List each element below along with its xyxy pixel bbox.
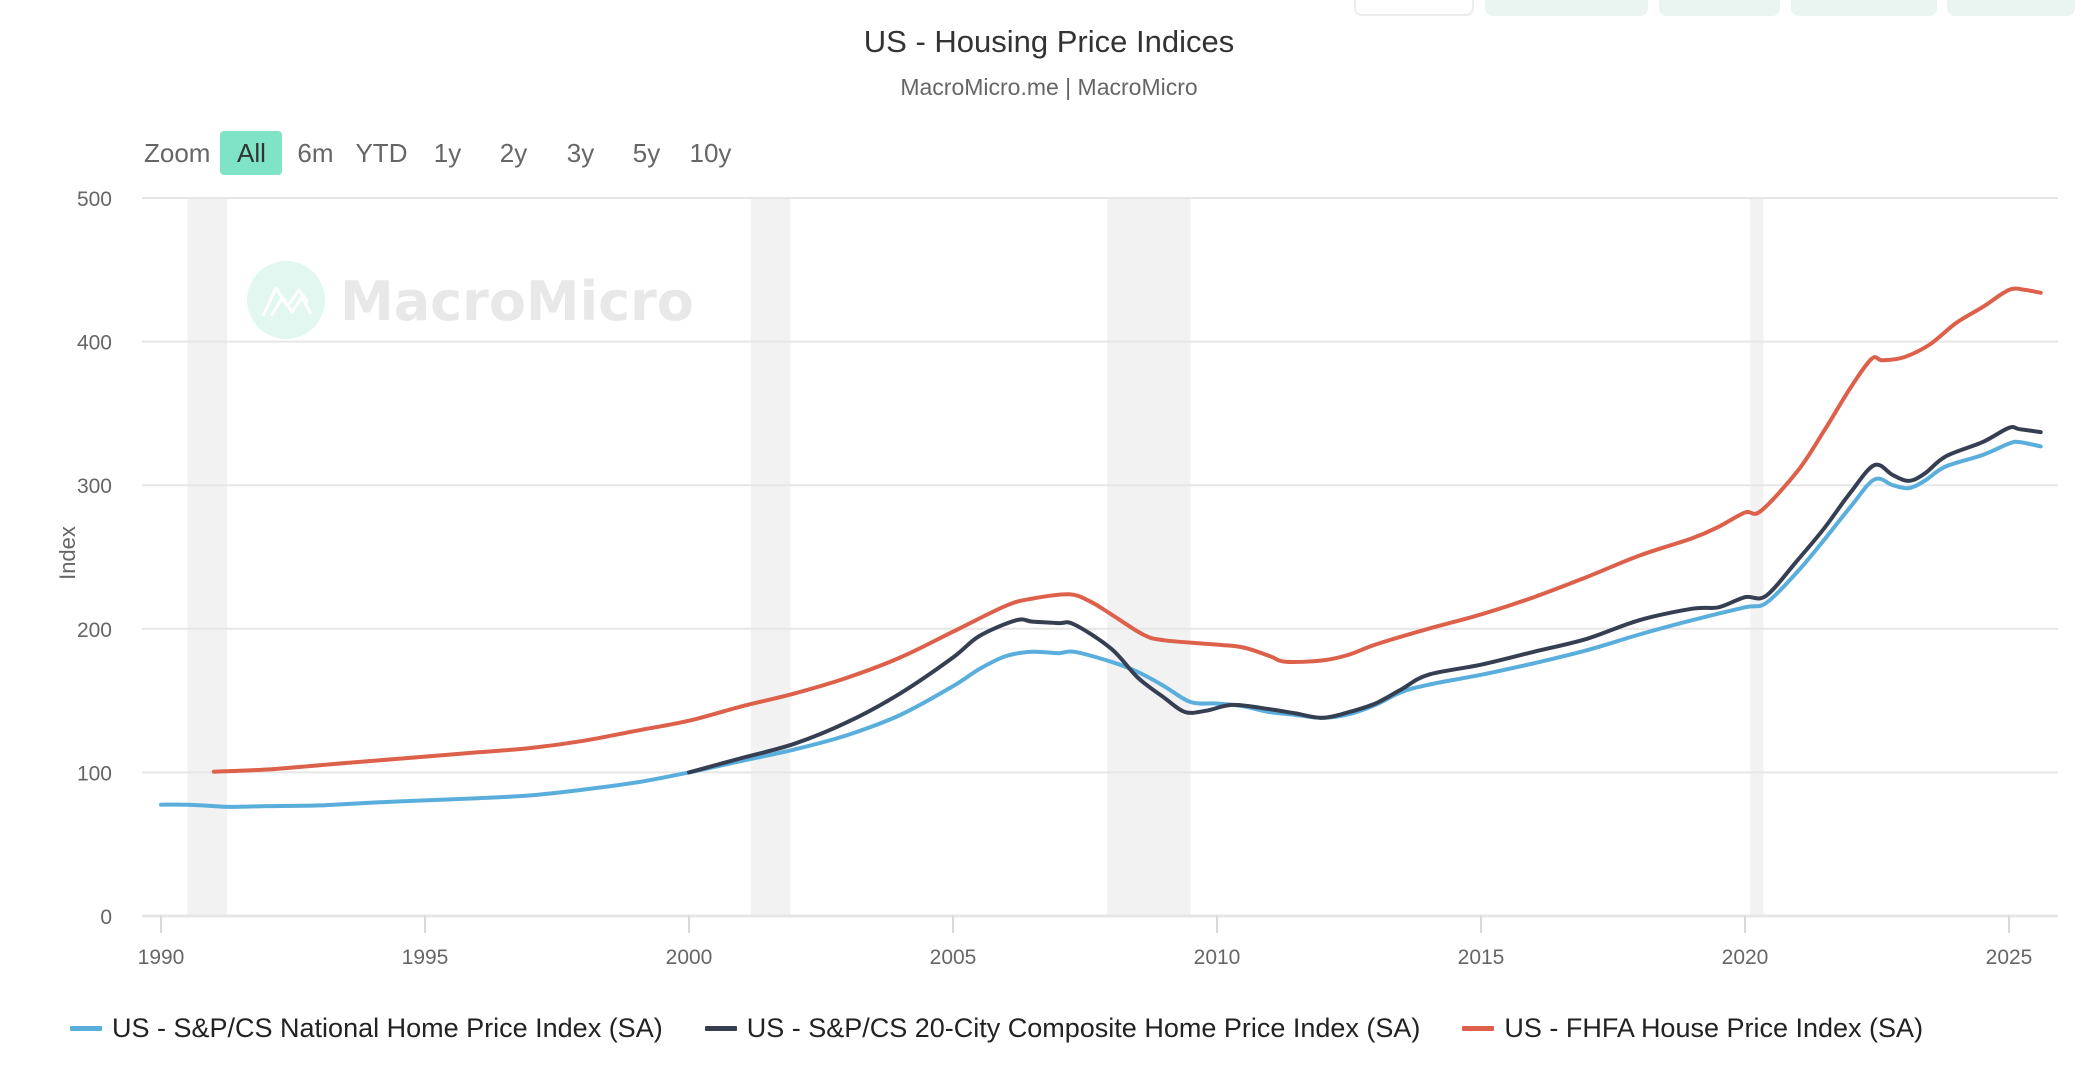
x-tick-label: 2015 bbox=[1458, 946, 1505, 969]
zoom-all-button[interactable]: All bbox=[220, 131, 283, 175]
x-tick-label: 2020 bbox=[1722, 946, 1769, 969]
series-line-20-city[interactable] bbox=[687, 424, 2043, 775]
toolbar-button-5[interactable] bbox=[1947, 0, 2075, 16]
legend-swatch-20-city bbox=[704, 1026, 737, 1031]
y-tick-label: 400 bbox=[77, 332, 112, 355]
y-tick-label: 300 bbox=[77, 475, 112, 498]
x-tick-label: 2000 bbox=[666, 946, 713, 969]
watermark-logo-line-2 bbox=[269, 295, 313, 317]
zoom-3y-button[interactable]: 3y bbox=[566, 138, 595, 168]
macromicro-logo-icon bbox=[247, 261, 325, 339]
recession-band bbox=[1107, 198, 1191, 916]
recession-band bbox=[750, 198, 791, 916]
zoom-5y-button[interactable]: 5y bbox=[632, 138, 661, 168]
y-axis-title: Index bbox=[55, 526, 80, 580]
legend-label-20-city: US - S&P/CS 20-City Composite Home Price… bbox=[746, 1013, 1421, 1043]
y-tick-label: 500 bbox=[77, 188, 112, 211]
legend-item-20-city[interactable]: US - S&P/CS 20-City Composite Home Price… bbox=[704, 1013, 1421, 1044]
legend-item-national[interactable]: US - S&P/CS National Home Price Index (S… bbox=[70, 1013, 663, 1044]
legend-label-national: US - S&P/CS National Home Price Index (S… bbox=[112, 1013, 663, 1043]
zoom-2y-button[interactable]: 2y bbox=[499, 138, 528, 168]
zoom-10y-button[interactable]: 10y bbox=[689, 138, 732, 168]
toolbar-button-1[interactable] bbox=[1354, 0, 1474, 16]
y-tick-label: 200 bbox=[77, 619, 112, 642]
legend-item-fhfa[interactable]: US - FHFA House Price Index (SA) bbox=[1462, 1013, 1923, 1044]
toolbar-button-4[interactable] bbox=[1791, 0, 1937, 16]
x-tick-label: 2005 bbox=[930, 946, 977, 969]
zoom-range-selector: Zoom All 6m YTD 1y 2y 3y 5y 10y bbox=[144, 131, 742, 175]
series-line-fhfa[interactable] bbox=[211, 286, 2043, 774]
x-tick-label: 1990 bbox=[138, 946, 185, 969]
chart-subtitle: MacroMicro.me | MacroMicro bbox=[900, 74, 1198, 100]
zoom-1y-button[interactable]: 1y bbox=[433, 138, 462, 168]
series-line-national[interactable] bbox=[159, 439, 2043, 809]
y-tick-label: 0 bbox=[100, 906, 112, 929]
legend-label-fhfa: US - FHFA House Price Index (SA) bbox=[1504, 1013, 1924, 1043]
x-tick-label: 2025 bbox=[1986, 946, 2033, 969]
watermark-text: MacroMicro bbox=[340, 270, 694, 333]
zoom-label: Zoom bbox=[144, 137, 211, 168]
y-tick-label: 100 bbox=[77, 762, 112, 785]
toolbar-button-2[interactable] bbox=[1485, 0, 1648, 16]
recession-band bbox=[187, 198, 227, 916]
x-tick-label: 2010 bbox=[1194, 946, 1241, 969]
recession-band bbox=[1750, 198, 1764, 916]
legend-swatch-fhfa bbox=[1462, 1026, 1495, 1031]
legend-swatch-national bbox=[70, 1026, 102, 1031]
zoom-6m-button[interactable]: 6m bbox=[297, 138, 334, 168]
chart-title: US - Housing Price Indices bbox=[863, 24, 1235, 59]
zoom-ytd-button[interactable]: YTD bbox=[355, 138, 408, 168]
legend: US - S&P/CS National Home Price Index (S… bbox=[70, 1013, 1965, 1044]
x-tick-label: 1995 bbox=[402, 946, 449, 969]
toolbar-button-3[interactable] bbox=[1659, 0, 1780, 16]
watermark: MacroMicro bbox=[247, 261, 694, 339]
